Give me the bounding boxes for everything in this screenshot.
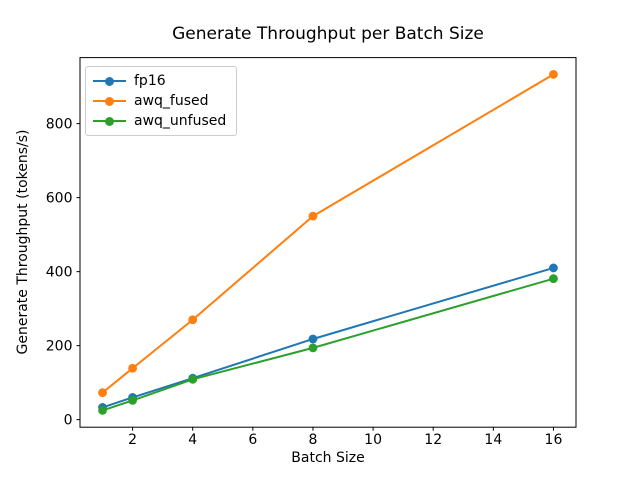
legend-line-marker-sample bbox=[93, 76, 126, 86]
x-tick-label: 14 bbox=[484, 432, 502, 448]
series-point-awq_unfused bbox=[188, 374, 198, 384]
x-axis-label: Batch Size bbox=[291, 450, 365, 466]
legend-dot-icon bbox=[105, 96, 114, 106]
legend-line-marker-sample bbox=[93, 116, 126, 126]
y-tick-label: 200 bbox=[46, 339, 73, 355]
x-tick-label: 2 bbox=[128, 432, 137, 448]
chart-title: Generate Throughput per Batch Size bbox=[172, 24, 484, 44]
legend-label: awq_fused bbox=[134, 93, 209, 109]
legend-dot-icon bbox=[105, 76, 114, 86]
legend: fp16 awq_fused awq_unfused bbox=[85, 66, 238, 136]
legend-item-fp16: fp16 bbox=[93, 71, 226, 91]
y-tick-label: 400 bbox=[46, 265, 73, 281]
series-point-awq_fused bbox=[128, 363, 138, 373]
series-point-awq_fused bbox=[308, 211, 318, 221]
series-point-fp16 bbox=[308, 334, 318, 344]
x-tick-label: 8 bbox=[309, 432, 318, 448]
y-tick-label: 0 bbox=[64, 413, 73, 429]
series-point-awq_fused bbox=[549, 70, 558, 79]
series-point-awq_unfused bbox=[98, 406, 107, 415]
y-tick-label: 800 bbox=[46, 117, 73, 133]
legend-item-awq-unfused: awq_unfused bbox=[93, 111, 226, 131]
x-tick-label: 4 bbox=[188, 432, 197, 448]
series-point-awq_unfused bbox=[549, 274, 558, 284]
series-point-awq_fused bbox=[188, 315, 198, 325]
x-tick-label: 12 bbox=[424, 432, 442, 448]
series-line-awq_unfused bbox=[101, 277, 555, 412]
legend-label: awq_unfused bbox=[134, 113, 227, 129]
legend-item-awq-fused: awq_fused bbox=[93, 91, 226, 111]
x-tick-label: 6 bbox=[248, 432, 257, 448]
series-point-fp16 bbox=[549, 263, 558, 273]
legend-label: fp16 bbox=[134, 73, 166, 89]
legend-line-marker-sample bbox=[93, 96, 126, 106]
series-point-awq_unfused bbox=[128, 396, 138, 405]
series-point-awq_fused bbox=[98, 388, 107, 398]
x-tick-label: 10 bbox=[364, 432, 382, 448]
plot-border bbox=[79, 57, 577, 428]
y-tick-label: 600 bbox=[46, 191, 73, 207]
legend-dot-icon bbox=[105, 116, 114, 126]
y-axis-label: Generate Throughput (tokens/s) bbox=[15, 129, 31, 355]
x-tick-label: 16 bbox=[545, 432, 563, 448]
series-point-awq_unfused bbox=[308, 343, 318, 353]
